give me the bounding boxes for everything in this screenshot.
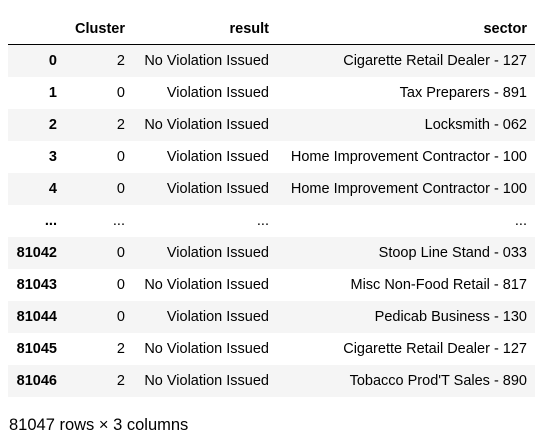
result-cell: Violation Issued	[166, 245, 269, 261]
table-row: 81042 0 Violation Issued Stoop Line Stand -…	[8, 237, 535, 269]
ellipsis-row: ............	[8, 205, 535, 237]
sector-cell: Locksmith - 062	[424, 117, 527, 133]
sector-cell: Stoop Line Stand - 033	[378, 245, 527, 261]
row-index: 81043	[16, 277, 57, 293]
result-cell: No Violation Issued	[144, 53, 269, 69]
sector-cell: Misc Non-Food Retail - 817	[350, 277, 528, 293]
table-row: 1 0 Violation Issued Tax Preparers - 891	[8, 77, 535, 109]
cluster-column-header: Cluster	[66, 13, 133, 45]
cluster-cell: 2	[116, 53, 125, 69]
cluster-cell: ...	[112, 213, 125, 229]
table-row: 2 2 No Violation Issued Locksmith - 062	[8, 109, 535, 141]
dataframe-shape-summary: 81047 rows × 3 columns	[9, 416, 189, 434]
sector-cell: Tax Preparers - 891	[399, 85, 527, 101]
result-cell: No Violation Issued	[144, 341, 269, 357]
table-row: 81044 0 Violation Issued Pedicab Business -…	[8, 301, 535, 333]
cluster-cell: 0	[116, 181, 125, 197]
sector-cell: Tobacco Prod'T Sales - 890	[349, 373, 527, 389]
row-index: 81045	[16, 341, 57, 357]
table-header: Cluster result sector	[8, 13, 535, 45]
table-row: 4 0 Violation Issued Home Improvement Contr…	[8, 173, 535, 205]
result-cell: No Violation Issued	[144, 277, 269, 293]
table-row: 81043 0 No Violation Issued Misc Non-Food R…	[8, 269, 535, 301]
table-row: 3 0 Violation Issued Home Improvement Contr…	[8, 141, 535, 173]
table-row: 81045 2 No Violation Issued Cigarette Retai…	[8, 333, 535, 365]
dataframe-output: Cluster result sector 0 2 No Violation Iss…	[8, 13, 535, 397]
sector-cell: Cigarette Retail Dealer - 127	[343, 53, 527, 69]
result-cell: No Violation Issued	[144, 117, 269, 133]
row-index: 2	[48, 117, 57, 133]
sector-cell: Home Improvement Contractor - 100	[290, 181, 527, 197]
cluster-cell: 0	[116, 149, 125, 165]
header-row: Cluster result sector	[8, 13, 535, 45]
cluster-cell: 0	[116, 85, 125, 101]
cluster-cell: 0	[116, 277, 125, 293]
index-column-header	[8, 13, 66, 45]
table-row: 0 2 No Violation Issued Cigarette Retail De…	[8, 44, 535, 77]
row-index: 81042	[16, 245, 57, 261]
result-cell: Violation Issued	[166, 181, 269, 197]
dataframe-table: Cluster result sector 0 2 No Violation Iss…	[8, 13, 535, 397]
table-body: 0 2 No Violation Issued Cigarette Retail De…	[8, 44, 535, 397]
result-cell: Violation Issued	[166, 85, 269, 101]
result-column-header: result	[133, 13, 277, 45]
cluster-cell: 2	[116, 341, 125, 357]
row-index: 0	[48, 53, 57, 69]
cluster-cell: 0	[116, 309, 125, 325]
cluster-cell: 2	[116, 117, 125, 133]
sector-cell: Cigarette Retail Dealer - 127	[343, 341, 527, 357]
cluster-cell: 0	[116, 245, 125, 261]
row-index: 81044	[16, 309, 57, 325]
row-index: 1	[48, 85, 57, 101]
sector-column-header: sector	[277, 13, 535, 45]
result-cell: ...	[256, 213, 269, 229]
sector-cell: Home Improvement Contractor - 100	[290, 149, 527, 165]
row-index: 3	[48, 149, 57, 165]
table-row: 81046 2 No Violation Issued Tobacco Prod'T …	[8, 365, 535, 397]
row-index: 81046	[16, 373, 57, 389]
result-cell: Violation Issued	[166, 309, 269, 325]
cluster-cell: 2	[116, 373, 125, 389]
sector-cell: Pedicab Business - 130	[374, 309, 527, 325]
row-index: ...	[44, 213, 57, 229]
result-cell: Violation Issued	[166, 149, 269, 165]
row-index: 4	[48, 181, 57, 197]
result-cell: No Violation Issued	[144, 373, 269, 389]
sector-cell: ...	[514, 213, 527, 229]
